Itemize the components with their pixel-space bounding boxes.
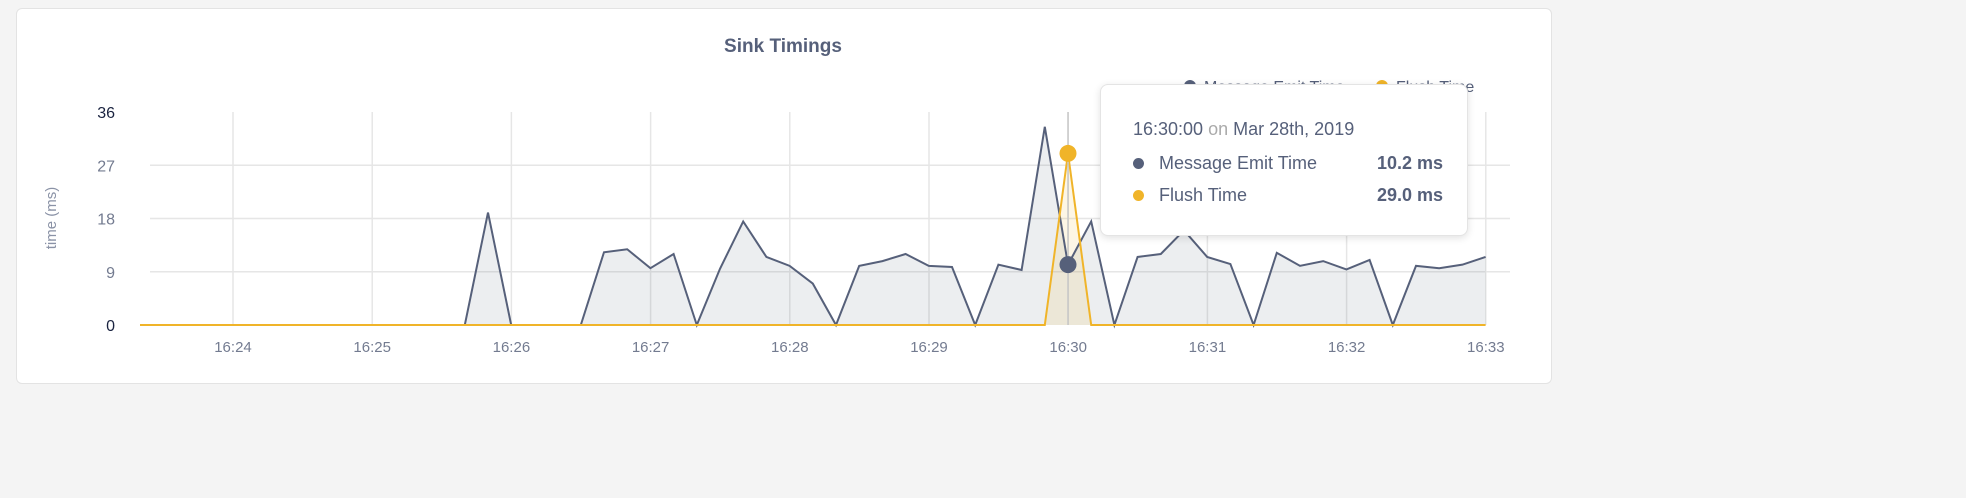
y-tick-label: 9 [106, 265, 115, 282]
series-area-0 [140, 126, 1486, 326]
hover-point-0 [1059, 256, 1077, 274]
x-tick-label: 16:25 [353, 339, 391, 356]
tooltip-date: Mar 28th, 2019 [1233, 119, 1355, 139]
x-tick-label: 16:30 [1049, 339, 1087, 356]
tooltip-row-flush: Flush Time 29.0 ms [1133, 185, 1443, 207]
series-line-1 [140, 153, 1486, 326]
chart-tooltip: 16:30:00 on Mar 28th, 2019 Message Emit … [1100, 84, 1468, 236]
x-tick-label: 16:26 [493, 339, 531, 356]
tooltip-label: Message Emit Time [1159, 153, 1318, 173]
y-tick-label: 27 [97, 158, 115, 175]
hover-point-1 [1059, 144, 1077, 162]
tooltip-header: 16:30:00 on Mar 28th, 2019 [1133, 119, 1354, 140]
x-tick-label: 16:29 [910, 339, 948, 356]
y-tick-label: 18 [97, 212, 115, 229]
x-tick-label: 16:28 [771, 339, 809, 356]
x-tick-label: 16:32 [1328, 339, 1366, 356]
chart-title: Sink Timings [724, 36, 842, 57]
x-tick-label: 16:24 [214, 339, 252, 356]
tooltip-label: Flush Time [1159, 185, 1248, 205]
y-axis-label: time (ms) [43, 187, 60, 250]
tooltip-row-message-emit: Message Emit Time 10.2 ms [1133, 153, 1443, 175]
tooltip-value: 10.2 ms [1376, 153, 1443, 173]
y-tick-label: 36 [97, 105, 115, 122]
y-tick-label: 0 [106, 318, 115, 335]
x-tick-label: 16:27 [632, 339, 670, 356]
tooltip-on: on [1208, 119, 1229, 139]
series-dot-icon [1133, 190, 1144, 201]
tooltip-value: 29.0 ms [1376, 185, 1443, 205]
tooltip-time: 16:30:00 [1133, 119, 1204, 139]
x-tick-label: 16:31 [1189, 339, 1227, 356]
series-dot-icon [1133, 158, 1144, 169]
x-tick-label: 16:33 [1467, 339, 1505, 356]
